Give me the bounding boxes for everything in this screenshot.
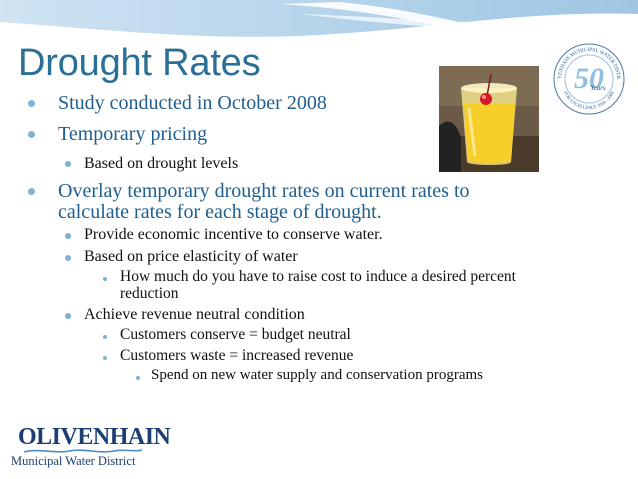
bullet-icon bbox=[28, 100, 35, 107]
bullet-level2: Achieve revenue neutral condition bbox=[84, 306, 305, 323]
bullet-icon bbox=[136, 376, 140, 380]
bullet-level3: Customers waste = increased revenue bbox=[120, 347, 354, 364]
bullet-level1: Overlay temporary drought rates on curre… bbox=[58, 180, 470, 202]
bullet-icon bbox=[65, 255, 71, 261]
olivenhain-logo: OLIVENHAIN Municipal Water District bbox=[10, 418, 171, 470]
orange-drink-photo bbox=[439, 66, 539, 172]
bullet-icon bbox=[28, 188, 35, 195]
bullet-level3-continued: reduction bbox=[120, 285, 179, 302]
bullet-level4: Spend on new water supply and conservati… bbox=[151, 367, 484, 383]
bullet-icon bbox=[103, 356, 107, 360]
bullet-level2: Based on price elasticity of water bbox=[84, 248, 298, 265]
bullet-level1: Study conducted in October 2008 bbox=[58, 92, 327, 114]
bullet-icon bbox=[103, 277, 107, 281]
logo-subtitle: Municipal Water District bbox=[11, 454, 136, 468]
bullet-icon bbox=[28, 131, 35, 138]
bullet-level3: Customers conserve = budget neutral bbox=[120, 326, 351, 343]
bullet-icon bbox=[103, 335, 107, 339]
logo-wave-icon bbox=[24, 449, 142, 453]
bullet-level1-continued: calculate rates for each stage of drough… bbox=[58, 201, 382, 223]
50-years-badge: OLIVENHAIN MUNICIPAL WATER DISTRICT FOR … bbox=[550, 38, 626, 116]
logo-name: OLIVENHAIN bbox=[18, 424, 171, 450]
slide-title: Drought Rates bbox=[18, 42, 261, 84]
header-swoosh bbox=[0, 0, 638, 40]
bullet-icon bbox=[65, 161, 71, 167]
bullet-icon bbox=[65, 233, 71, 239]
bullet-level2: Based on drought levels bbox=[84, 155, 239, 172]
bullet-level3: How much do you have to raise cost to in… bbox=[120, 268, 516, 285]
bullet-icon bbox=[65, 313, 71, 319]
badge-number: 50 bbox=[574, 62, 604, 95]
badge-label: Years bbox=[590, 84, 606, 92]
bullet-level1: Temporary pricing bbox=[58, 123, 208, 145]
bullet-level2: Provide economic incentive to conserve w… bbox=[84, 226, 383, 243]
